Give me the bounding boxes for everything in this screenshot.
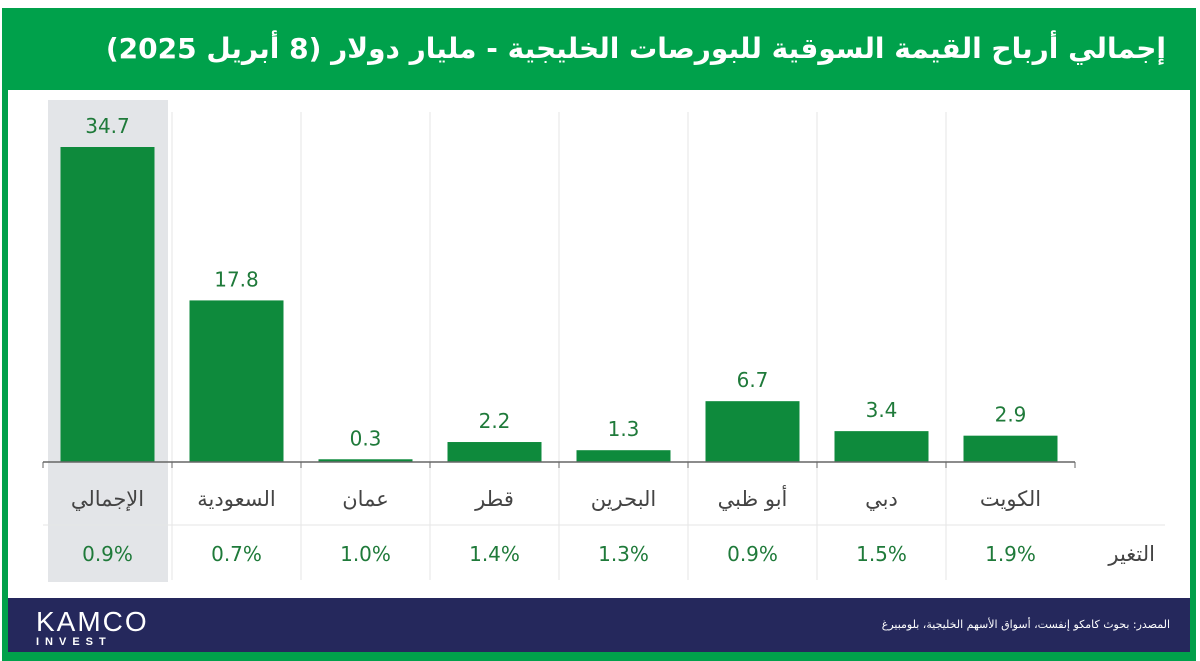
change-value: 1.4% bbox=[469, 542, 520, 566]
data-label: 34.7 bbox=[85, 114, 130, 138]
data-label: 6.7 bbox=[737, 368, 769, 392]
data-label: 17.8 bbox=[214, 267, 259, 291]
change-value: 0.7% bbox=[211, 542, 262, 566]
bar bbox=[963, 435, 1058, 462]
bar bbox=[189, 300, 284, 462]
change-value: 1.9% bbox=[985, 542, 1036, 566]
kamco-logo: KAMCO INVEST bbox=[36, 606, 149, 649]
data-label: 2.2 bbox=[479, 409, 511, 433]
chart-title: إجمالي أرباح القيمة السوقية للبورصات الخ… bbox=[105, 32, 1166, 65]
category-label: قطر bbox=[474, 487, 514, 511]
category-label: أبو ظبي bbox=[718, 485, 788, 511]
change-value: 1.0% bbox=[340, 542, 391, 566]
change-row-label: التغير bbox=[1107, 542, 1155, 566]
category-label: دبي bbox=[865, 487, 898, 511]
category-label: البحرين bbox=[591, 487, 657, 511]
change-value: 1.3% bbox=[598, 542, 649, 566]
logo-sub: INVEST bbox=[36, 636, 112, 648]
footer: KAMCO INVEST المصدر: بحوث كامكو إنفست، أ… bbox=[8, 598, 1190, 652]
bar bbox=[705, 401, 800, 462]
category-label: عمان bbox=[342, 487, 389, 511]
category-label: السعودية bbox=[197, 487, 275, 511]
chart-header: إجمالي أرباح القيمة السوقية للبورصات الخ… bbox=[2, 8, 1196, 90]
source-note: المصدر: بحوث كامكو إنفست، أسواق الأسهم ا… bbox=[881, 618, 1170, 631]
bar bbox=[447, 442, 542, 462]
change-value: 1.5% bbox=[856, 542, 907, 566]
data-label: 2.9 bbox=[995, 403, 1027, 427]
data-label: 0.3 bbox=[350, 426, 382, 450]
data-label: 3.4 bbox=[866, 398, 898, 422]
category-label: الإجمالي bbox=[71, 487, 144, 511]
change-value: 0.9% bbox=[82, 542, 133, 566]
logo-main: KAMCO bbox=[36, 606, 149, 637]
category-label: الكويت bbox=[980, 487, 1041, 511]
bar bbox=[318, 459, 413, 462]
bar bbox=[834, 431, 929, 462]
bar bbox=[576, 450, 671, 462]
bar bbox=[60, 147, 155, 462]
change-value: 0.9% bbox=[727, 542, 778, 566]
data-label: 1.3 bbox=[608, 417, 640, 441]
